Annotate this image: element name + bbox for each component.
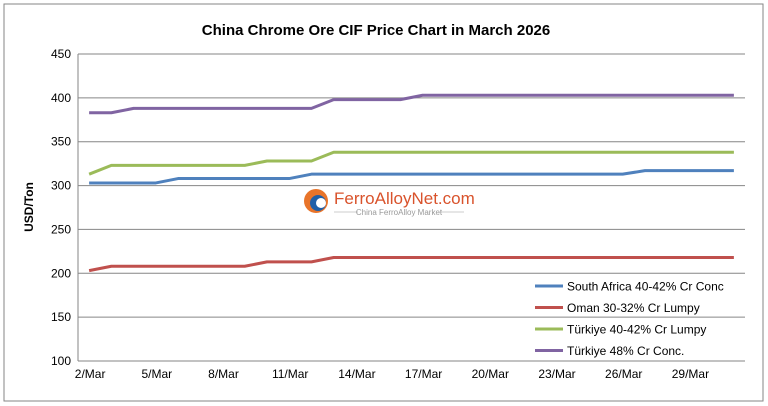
y-tick-label: 450: [51, 47, 71, 61]
x-tick-label: 26/Mar: [605, 367, 642, 381]
legend: South Africa 40-42% Cr Conc Oman 30-32% C…: [535, 280, 724, 358]
x-tick-label: 2/Mar: [75, 367, 106, 381]
y-tick-label: 350: [51, 135, 71, 149]
x-tick-label: 29/Mar: [672, 367, 709, 381]
x-tick-label: 17/Mar: [405, 367, 442, 381]
x-tick-label: 14/Mar: [338, 367, 375, 381]
chart-title: China Chrome Ore CIF Price Chart in Marc…: [202, 22, 550, 39]
legend-label: Oman 30-32% Cr Lumpy: [567, 301, 700, 315]
x-tick-label: 11/Mar: [272, 367, 308, 381]
x-tick-label: 5/Mar: [141, 367, 172, 381]
x-tick-label: 8/Mar: [208, 367, 239, 381]
series-line-2: [88, 255, 734, 273]
watermark-logo: FerroAlloyNet.com China FerroAlloy Marke…: [304, 189, 475, 217]
watermark-brand: FerroAlloyNet.com: [334, 189, 475, 208]
chart-border: [3, 3, 764, 402]
legend-label: Türkiye 40-42% Cr Lumpy: [567, 323, 706, 337]
y-tick-label: 250: [51, 222, 71, 236]
legend-label: South Africa 40-42% Cr Conc: [567, 280, 724, 294]
y-tick-label: 300: [51, 179, 71, 193]
x-tick-label: 23/Mar: [538, 367, 575, 381]
y-axis-label: USD/Ton: [22, 182, 36, 232]
x-tick-label: 20/Mar: [472, 367, 509, 381]
series-line-3: [88, 150, 734, 176]
y-tick-label: 200: [51, 266, 71, 280]
legend-label: Türkiye 48% Cr Conc.: [567, 344, 684, 358]
y-tick-label: 100: [51, 354, 71, 368]
series-line-1: [89, 169, 734, 185]
y-tick-label: 400: [51, 91, 71, 105]
series-line-4: [89, 93, 734, 115]
y-tick-label: 150: [51, 310, 71, 324]
watermark-tagline: China FerroAlloy Market: [356, 208, 443, 217]
